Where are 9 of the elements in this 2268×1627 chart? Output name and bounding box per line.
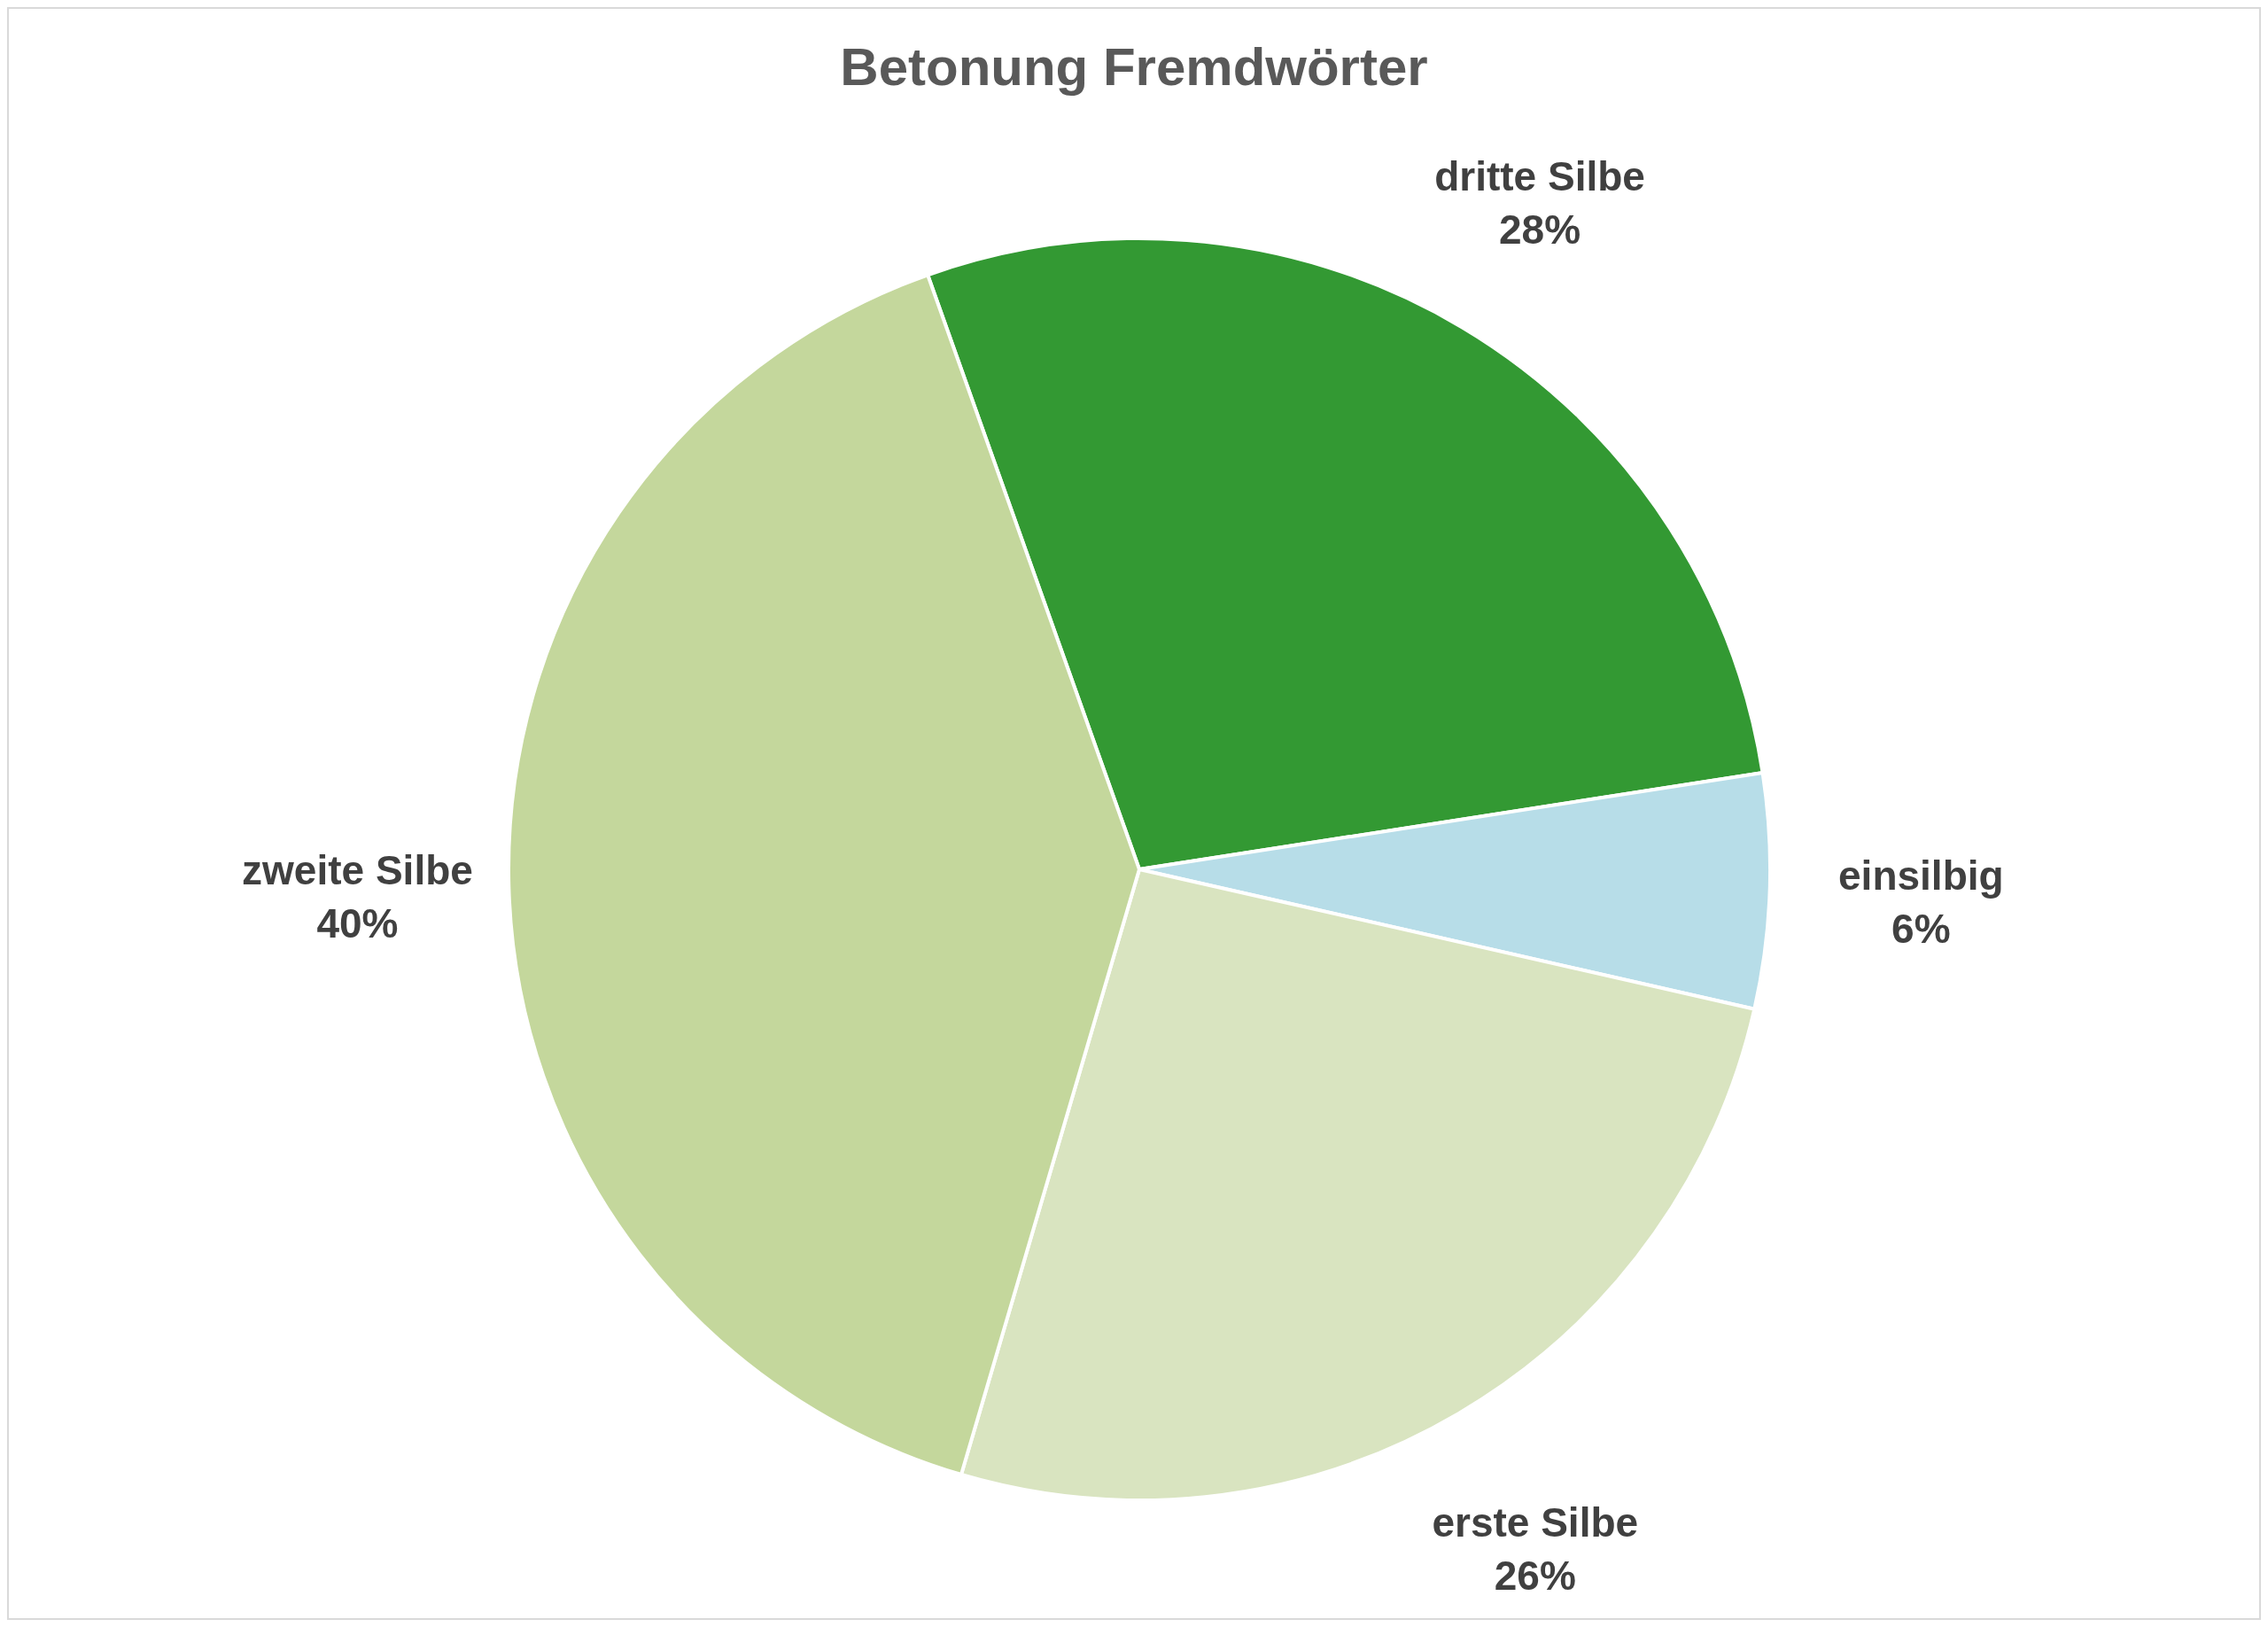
chart-title: Betonung Fremdwörter — [840, 37, 1428, 97]
slice-label: dritte Silbe — [1434, 152, 1645, 199]
data-label: 6% — [1891, 905, 1951, 952]
slice-label: zweite Silbe — [242, 846, 473, 893]
slice-label: erste Silbe — [1432, 1499, 1639, 1546]
slice-label: einsilbig — [1838, 852, 2004, 899]
data-label: 28% — [1499, 206, 1581, 253]
data-label: 26% — [1494, 1553, 1576, 1600]
data-label: 40% — [316, 899, 399, 946]
